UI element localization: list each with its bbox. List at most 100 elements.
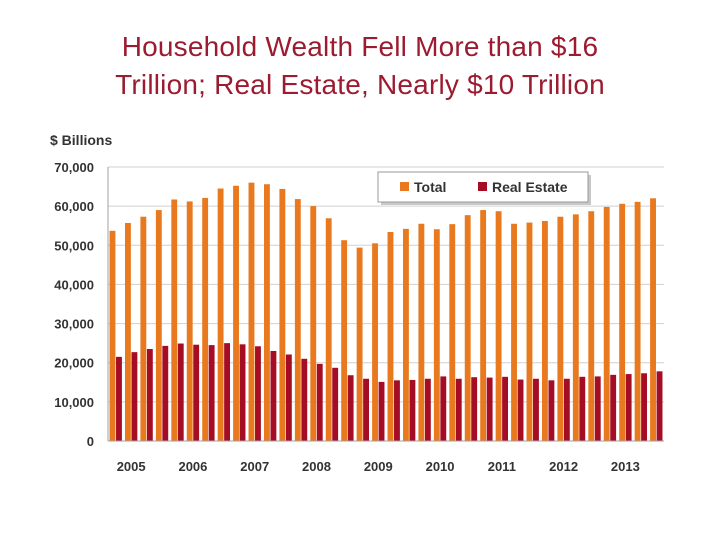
bar-total <box>186 201 193 441</box>
axes: 0 10,000 20,000 30,000 40,000 50,000 60,000 70,… <box>54 160 664 474</box>
bar-total <box>588 211 595 441</box>
bar-total <box>341 240 348 441</box>
bar-real-estate <box>239 344 246 441</box>
bar-real-estate <box>409 379 416 441</box>
bar-real-estate <box>162 345 169 441</box>
bar-total <box>356 247 363 441</box>
bar-real-estate <box>471 377 478 441</box>
bar-real-estate <box>363 378 370 441</box>
bar-real-estate <box>424 378 431 441</box>
y-tick-label: 10,000 <box>54 395 94 410</box>
bar-real-estate <box>332 367 339 441</box>
gridlines <box>108 166 664 403</box>
y-tick-label: 30,000 <box>54 317 94 332</box>
bar-total <box>619 203 626 441</box>
bar-real-estate <box>641 373 648 441</box>
bar-real-estate <box>378 381 385 441</box>
legend-swatch-real-estate <box>478 182 487 191</box>
bar-real-estate <box>193 344 200 441</box>
bar-total <box>279 188 286 441</box>
bar-total <box>480 210 487 441</box>
bar-real-estate <box>270 350 277 441</box>
bar-total <box>557 216 564 441</box>
x-tick-label: 2010 <box>426 459 455 474</box>
bar-total <box>526 222 533 441</box>
bar-real-estate <box>625 374 632 441</box>
bar-real-estate <box>440 376 447 441</box>
bar-total <box>248 182 255 441</box>
bar-real-estate <box>563 378 570 441</box>
bar-real-estate <box>517 379 524 441</box>
bar-total <box>372 243 378 441</box>
bar-real-estate <box>486 377 493 441</box>
bar-total <box>202 197 209 441</box>
slide-title: Household Wealth Fell More than $16 Tril… <box>0 28 720 104</box>
bars <box>109 182 663 441</box>
legend-label-real-estate: Real Estate <box>492 179 568 195</box>
bar-real-estate <box>146 349 153 441</box>
y-tick-label: 60,000 <box>54 199 94 214</box>
bar-total <box>418 223 425 441</box>
y-tick-label: 40,000 <box>54 277 94 292</box>
y-tick-label: 20,000 <box>54 356 94 371</box>
bar-total <box>294 199 301 441</box>
bar-total <box>325 218 332 441</box>
bar-real-estate <box>347 375 354 441</box>
bar-real-estate <box>285 354 292 441</box>
x-tick-label: 2007 <box>240 459 269 474</box>
bar-real-estate <box>316 363 323 441</box>
bar-total <box>310 206 317 441</box>
bar-real-estate <box>548 380 555 441</box>
bar-total <box>124 222 131 441</box>
bar-total <box>572 214 579 441</box>
x-tick-label: 2009 <box>364 459 393 474</box>
bar-total <box>263 184 270 441</box>
bar-total <box>140 216 147 441</box>
bar-real-estate <box>116 356 122 441</box>
y-tick-label: 50,000 <box>54 238 94 253</box>
bar-total <box>511 223 517 441</box>
bar-total <box>155 210 162 441</box>
bar-real-estate <box>455 378 462 441</box>
bar-total <box>387 231 394 441</box>
y-axis-unit-label: $ Billions <box>50 132 112 148</box>
bar-real-estate <box>594 376 601 441</box>
bar-real-estate <box>502 376 509 441</box>
legend-label-total: Total <box>414 179 446 195</box>
bar-total <box>634 201 641 441</box>
bar-total <box>433 229 440 441</box>
bar-real-estate <box>656 371 663 441</box>
y-tick-label: 70,000 <box>54 160 94 175</box>
slide-title-line-1: Household Wealth Fell More than $16 <box>121 31 599 62</box>
bar-total <box>650 198 656 441</box>
legend: Total Real Estate <box>377 171 591 205</box>
x-tick-label: 2012 <box>549 459 578 474</box>
bar-total <box>171 199 178 441</box>
bar-real-estate <box>610 374 617 441</box>
bar-total <box>109 230 116 441</box>
bar-real-estate <box>131 352 138 441</box>
slide-title-line-2: Trillion; Real Estate, Nearly $10 Trilli… <box>115 69 605 100</box>
bar-real-estate <box>579 376 586 441</box>
bar-real-estate <box>255 346 261 441</box>
bar-total <box>541 221 548 441</box>
x-tick-label: 2011 <box>488 459 516 474</box>
bar-total <box>233 185 239 441</box>
bar-total <box>495 211 502 441</box>
legend-swatch-total <box>400 182 409 191</box>
bar-total <box>464 215 471 441</box>
bar-total <box>217 188 224 441</box>
bar-real-estate <box>208 345 215 441</box>
legend-box <box>377 171 589 203</box>
x-tick-label: 2013 <box>611 459 640 474</box>
x-tick-label: 2006 <box>178 459 207 474</box>
bar-real-estate <box>394 380 400 441</box>
x-tick-label: 2005 <box>117 459 146 474</box>
bar-total <box>402 228 409 441</box>
y-tick-label: 0 <box>87 434 94 449</box>
bar-real-estate <box>177 343 184 441</box>
bar-total <box>603 206 610 441</box>
bar-real-estate <box>533 378 539 441</box>
bar-real-estate <box>224 343 231 441</box>
